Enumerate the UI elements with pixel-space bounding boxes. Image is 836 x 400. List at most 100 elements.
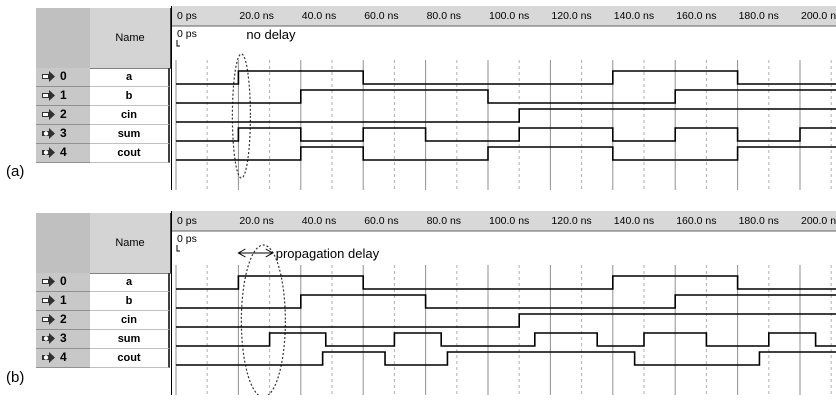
waveform-b[interactable] — [176, 294, 836, 309]
time-tick-label: 80.0 ns — [427, 215, 461, 227]
highlight-ellipse — [240, 244, 286, 395]
signal-row-cout[interactable]: 4 cout — [36, 349, 170, 368]
time-tick-label: 200.0 ns — [801, 215, 836, 227]
signal-row-cin[interactable]: 2 cin — [36, 106, 170, 125]
time-tick-label: 180.0 ns — [739, 10, 779, 22]
panel-label: (b) — [6, 369, 25, 386]
signal-index: 1 — [60, 88, 67, 102]
signal-index: 4 — [60, 145, 67, 159]
header-corner — [36, 213, 91, 274]
annotation-text: no delay — [246, 27, 296, 42]
time-tick-label: 80.0 ns — [427, 10, 461, 22]
signal-name: a — [90, 68, 170, 87]
name-column-header[interactable]: Name — [90, 8, 172, 69]
waveform-a[interactable] — [176, 275, 836, 290]
signal-name: b — [90, 87, 170, 106]
signal-name: cout — [90, 349, 170, 368]
signal-index: 4 — [60, 350, 67, 364]
input-pin-icon — [42, 314, 55, 325]
signal-index: 3 — [60, 126, 67, 140]
name-column-header[interactable]: Name — [90, 213, 172, 274]
output-pin-icon — [42, 333, 55, 344]
input-pin-icon — [42, 90, 55, 101]
waveform-sum[interactable] — [176, 127, 836, 142]
input-pin-icon — [42, 295, 55, 306]
signal-name: sum — [90, 125, 170, 144]
signal-row-sum[interactable]: 3 sum — [36, 330, 170, 349]
signal-index-cell[interactable]: 4 — [36, 144, 90, 163]
waveform-panel-1: (b) Name 0 a 1 b 2 cin 3 sum 4 cout — [0, 207, 836, 397]
time-marker-label: 0 ps — [177, 28, 197, 40]
signal-index-cell[interactable]: 1 — [36, 292, 90, 311]
time-tick-label: 140.0 ns — [614, 10, 654, 22]
waveform-b[interactable] — [176, 89, 836, 104]
annotation-text: propagation delay — [276, 246, 380, 261]
time-tick-label: 40.0 ns — [302, 10, 336, 22]
signal-index-cell[interactable]: 2 — [36, 106, 90, 125]
signal-index-cell[interactable]: 1 — [36, 87, 90, 106]
signal-index-cell[interactable]: 3 — [36, 125, 90, 144]
panel-label: (a) — [6, 163, 25, 180]
signal-name: cout — [90, 144, 170, 163]
time-tick-label: 140.0 ns — [614, 215, 654, 227]
signal-name: cin — [90, 106, 170, 125]
time-tick-label: 100.0 ns — [489, 10, 529, 22]
simulator-window: Name 0 a 1 b 2 cin 3 sum 4 cout — [36, 213, 836, 395]
time-tick-label: 0 ps — [177, 10, 197, 22]
signal-index: 2 — [60, 107, 67, 121]
signal-index-cell[interactable]: 3 — [36, 330, 90, 349]
output-pin-icon — [42, 128, 55, 139]
waveform-a[interactable] — [176, 70, 836, 85]
input-pin-icon — [42, 71, 55, 82]
signal-index: 3 — [60, 331, 67, 345]
signal-index: 0 — [60, 69, 67, 83]
waveform-sum[interactable] — [176, 332, 836, 347]
time-tick-label: 160.0 ns — [676, 10, 716, 22]
signal-index: 2 — [60, 312, 67, 326]
output-pin-icon — [42, 352, 55, 363]
waveform-cout[interactable] — [176, 146, 836, 161]
signal-name: cin — [90, 311, 170, 330]
signal-row-sum[interactable]: 3 sum — [36, 125, 170, 144]
simulator-window: Name 0 a 1 b 2 cin 3 sum 4 cout — [36, 8, 836, 190]
time-tick-label: 20.0 ns — [239, 10, 273, 22]
header-corner — [36, 8, 91, 69]
time-tick-label: 20.0 ns — [239, 215, 273, 227]
signal-index: 0 — [60, 274, 67, 288]
time-ruler[interactable] — [171, 6, 836, 26]
waveform-cin[interactable] — [176, 108, 836, 123]
time-tick-label: 200.0 ns — [801, 10, 836, 22]
time-tick-label: 60.0 ns — [364, 215, 398, 227]
waveform-area[interactable]: 0 ps 20.0 ns 40.0 ns 60.0 ns 80.0 ns 100.0 ns… — [171, 211, 836, 395]
signal-name: a — [90, 273, 170, 292]
highlight-ellipse — [231, 53, 251, 179]
waveform-area[interactable]: 0 ps 20.0 ns 40.0 ns 60.0 ns 80.0 ns 100.0 ns… — [171, 6, 836, 190]
time-ruler[interactable] — [171, 211, 836, 231]
signal-name: sum — [90, 330, 170, 349]
signal-index: 1 — [60, 293, 67, 307]
time-marker-label: 0 ps — [177, 233, 197, 245]
signal-index-cell[interactable]: 0 — [36, 273, 90, 292]
signal-index-cell[interactable]: 4 — [36, 349, 90, 368]
time-tick-label: 60.0 ns — [364, 10, 398, 22]
time-tick-label: 0 ps — [177, 215, 197, 227]
signal-row-cin[interactable]: 2 cin — [36, 311, 170, 330]
time-tick-label: 120.0 ns — [551, 215, 591, 227]
time-tick-label: 160.0 ns — [676, 215, 716, 227]
waveform-panel-0: (a) Name 0 a 1 b 2 cin 3 sum 4 cout — [0, 2, 836, 192]
signal-index-cell[interactable]: 0 — [36, 68, 90, 87]
time-tick-label: 180.0 ns — [739, 215, 779, 227]
waveform-cin[interactable] — [176, 313, 836, 328]
time-tick-label: 120.0 ns — [551, 10, 591, 22]
signal-index-cell[interactable]: 2 — [36, 311, 90, 330]
input-pin-icon — [42, 109, 55, 120]
output-pin-icon — [42, 147, 55, 158]
signal-row-cout[interactable]: 4 cout — [36, 144, 170, 163]
time-tick-label: 40.0 ns — [302, 215, 336, 227]
time-tick-label: 100.0 ns — [489, 215, 529, 227]
waveform-cout[interactable] — [176, 351, 836, 366]
